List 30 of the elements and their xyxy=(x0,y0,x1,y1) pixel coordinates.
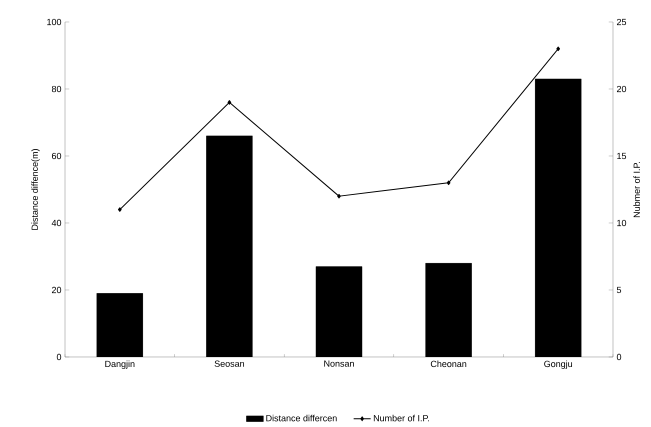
y-axis-title: Distance diffence(m) xyxy=(31,149,40,230)
y-tick-label: 60 xyxy=(52,152,62,160)
point xyxy=(118,207,122,212)
y2-tick-label: 20 xyxy=(616,86,626,92)
y-tick-label: 20 xyxy=(52,286,62,294)
legend-label: Number of I.P. xyxy=(374,414,429,422)
point xyxy=(446,180,450,186)
bar xyxy=(206,136,253,358)
x-tick-label: Seosan xyxy=(214,360,244,367)
y-tick-label: 0 xyxy=(56,354,62,360)
bar xyxy=(425,263,472,358)
y2-tick-label: 15 xyxy=(617,152,626,160)
x-tick-label: Dangjin xyxy=(105,360,134,369)
point xyxy=(556,46,560,52)
y-tick-label: 40 xyxy=(52,220,62,226)
point xyxy=(337,194,341,199)
y2-axis-title: Nubmer of I.P. xyxy=(633,162,640,218)
bar xyxy=(96,293,144,358)
y2-tick-label: 10 xyxy=(617,220,626,226)
y2-tick-label: 5 xyxy=(616,286,622,294)
bar xyxy=(316,266,362,358)
x-tick-label: Gongju xyxy=(544,360,572,369)
y-tick-label: 100 xyxy=(47,18,62,26)
y2-tick-label: 0 xyxy=(616,354,622,360)
x-tick-label: Cheonan xyxy=(430,360,466,368)
point xyxy=(228,100,232,105)
legend-label: Distance differcen xyxy=(266,414,337,422)
x-tick-label: Nonsan xyxy=(324,360,354,367)
y-tick-label: 80 xyxy=(52,86,62,92)
y2-tick-label: 25 xyxy=(616,18,626,26)
